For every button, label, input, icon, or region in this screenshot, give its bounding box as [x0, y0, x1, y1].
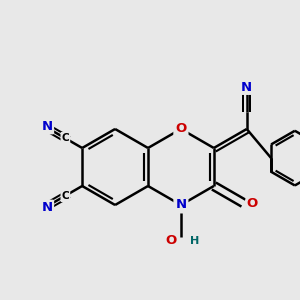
- Text: H: H: [190, 236, 199, 246]
- Text: N: N: [42, 201, 53, 214]
- Text: N: N: [241, 81, 252, 94]
- Text: N: N: [42, 120, 53, 133]
- Text: N: N: [175, 199, 187, 212]
- Text: O: O: [166, 234, 177, 247]
- Text: C: C: [61, 191, 69, 201]
- Text: C: C: [61, 133, 69, 143]
- Text: O: O: [175, 122, 187, 136]
- Text: O: O: [247, 196, 258, 210]
